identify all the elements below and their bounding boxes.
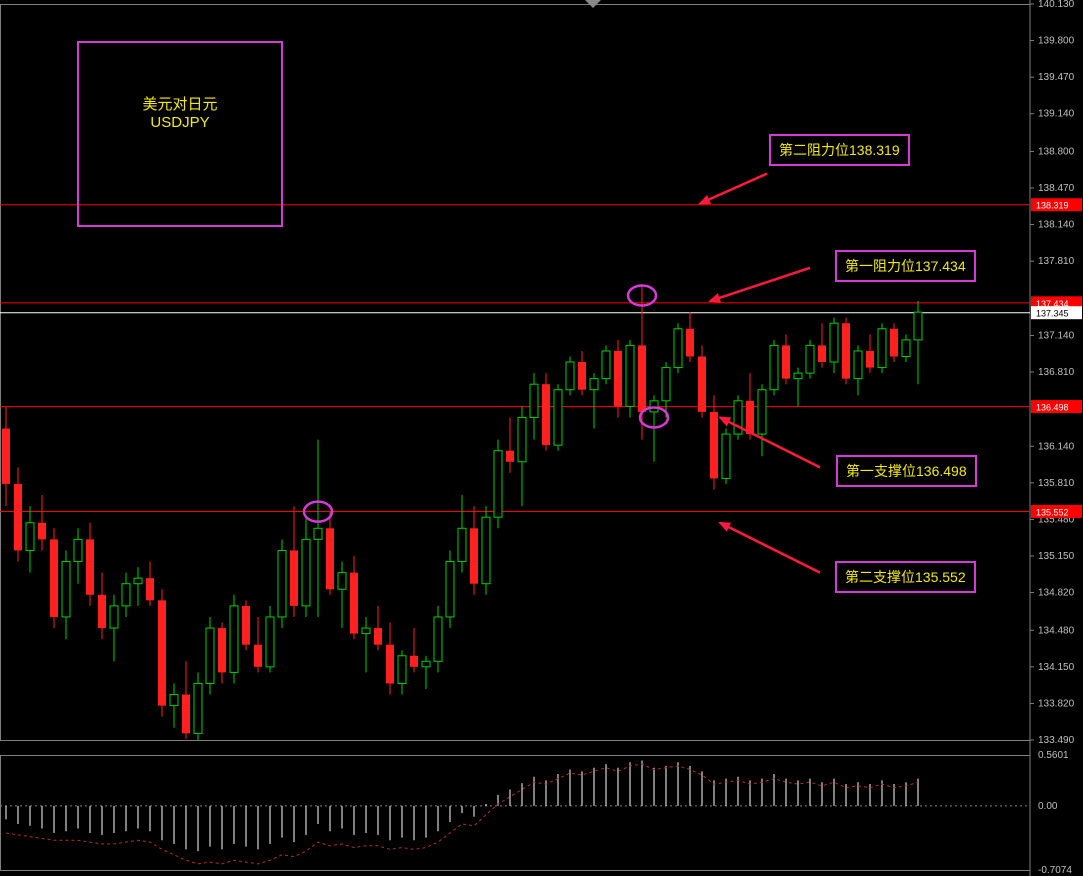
y-axis-tick: 136.140 bbox=[1038, 441, 1075, 452]
indicator-tick: 0.5601 bbox=[1038, 750, 1069, 761]
y-axis-tick: 137.140 bbox=[1038, 330, 1075, 341]
y-axis-tick: 133.490 bbox=[1038, 735, 1075, 746]
pair-info-box: 美元对日元USDJPY bbox=[77, 41, 283, 227]
y-axis-tick: 134.820 bbox=[1038, 588, 1075, 599]
y-axis-tick: 139.800 bbox=[1038, 36, 1075, 47]
level-label: 第二阻力位138.319 bbox=[769, 134, 910, 166]
y-axis-tick: 137.810 bbox=[1038, 256, 1075, 267]
pair-name-cn: 美元对日元 bbox=[79, 93, 281, 114]
y-axis-tick: 138.800 bbox=[1038, 146, 1075, 157]
y-axis-tick: 135.150 bbox=[1038, 551, 1075, 562]
y-axis-tick: 139.470 bbox=[1038, 72, 1075, 83]
level-label: 第二支撑位135.552 bbox=[835, 561, 976, 593]
y-axis-tick: 135.810 bbox=[1038, 478, 1075, 489]
y-axis-tick: 136.810 bbox=[1038, 367, 1075, 378]
price-flag: 135.552 bbox=[1036, 507, 1069, 517]
price-flag: 138.319 bbox=[1036, 201, 1069, 211]
y-axis-tick: 138.470 bbox=[1038, 183, 1075, 194]
trading-chart[interactable]: 140.130 139.800 139.470 139.140 138.800 138.4… bbox=[0, 0, 1083, 876]
price-flag: 137.345 bbox=[1036, 309, 1069, 319]
price-flag: 136.498 bbox=[1036, 403, 1069, 413]
indicator-tick: 0.00 bbox=[1038, 801, 1058, 812]
y-axis-tick: 134.480 bbox=[1038, 625, 1075, 636]
y-axis-tick: 140.130 bbox=[1038, 0, 1075, 10]
y-axis-tick: 139.140 bbox=[1038, 109, 1075, 120]
indicator-tick: -0.7074 bbox=[1038, 865, 1072, 876]
pair-symbol: USDJPY bbox=[79, 114, 281, 131]
y-axis-tick: 133.820 bbox=[1038, 698, 1075, 709]
level-label: 第一支撑位136.498 bbox=[836, 455, 977, 487]
level-label: 第一阻力位137.434 bbox=[835, 250, 976, 282]
y-axis-tick: 138.140 bbox=[1038, 220, 1075, 231]
y-axis-tick: 134.150 bbox=[1038, 662, 1075, 673]
